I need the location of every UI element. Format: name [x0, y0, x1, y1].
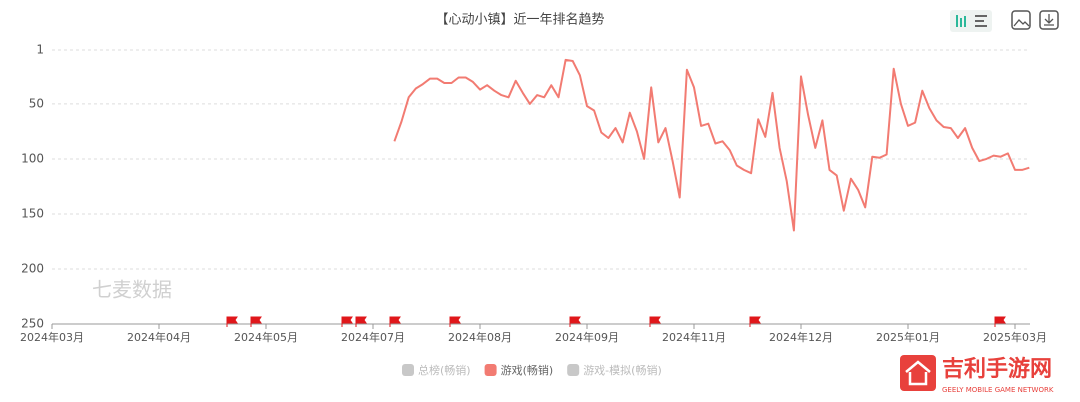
- icon: [1044, 14, 1054, 26]
- logo-text: 吉利手游网: [942, 356, 1052, 382]
- icon: [1013, 19, 1030, 27]
- logo-icon: [905, 360, 931, 386]
- event-flag: [649, 316, 661, 327]
- watermark: 七麦数据: [92, 278, 172, 302]
- toolbar[interactable]: [950, 10, 1059, 32]
- y-tick-label: 100: [21, 151, 44, 165]
- event-flag: [994, 316, 1006, 327]
- icon: [960, 18, 962, 27]
- logo: 吉利手游网 GEELY MOBILE GAME NETWORK: [900, 355, 1054, 394]
- y-tick-label: 200: [21, 261, 44, 275]
- y-tick-label: 150: [21, 206, 44, 220]
- icon: [956, 15, 958, 27]
- legend-label[interactable]: 游戏(畅销): [501, 363, 554, 377]
- icon: [975, 25, 987, 27]
- legend-label[interactable]: 总榜(畅销): [418, 363, 471, 377]
- chart-title: 【心动小镇】近一年排名趋势: [435, 12, 604, 28]
- x-tick-label: 2024年09月: [555, 330, 619, 344]
- event-flag: [355, 316, 367, 327]
- event-flag: [569, 316, 581, 327]
- download-button[interactable]: [1039, 10, 1059, 30]
- x-tick-label: 2024年03月: [20, 330, 84, 344]
- icon: [964, 16, 966, 27]
- legend-swatch[interactable]: [402, 364, 414, 376]
- icon: [975, 15, 987, 17]
- icon: [975, 20, 984, 22]
- y-tick-label: 50: [29, 96, 44, 110]
- image-button[interactable]: [1011, 10, 1031, 30]
- x-tick-label: 2024年05月: [234, 330, 298, 344]
- legend-label[interactable]: 游戏-模拟(畅销): [583, 363, 662, 377]
- event-flag: [749, 316, 761, 327]
- x-tick-label: 2024年08月: [448, 330, 512, 344]
- x-tick-label: 2025年03月: [983, 330, 1047, 344]
- x-tick-label: 2024年07月: [341, 330, 405, 344]
- x-tick-label: 2025年01月: [876, 330, 940, 344]
- y-tick-label: 250: [21, 317, 44, 331]
- event-flag: [449, 316, 461, 327]
- logo-subtext: GEELY MOBILE GAME NETWORK: [942, 386, 1054, 394]
- event-flag: [226, 316, 238, 327]
- y-tick-label: 1: [36, 43, 44, 57]
- event-flag: [341, 316, 353, 327]
- x-tick-label: 2024年11月: [662, 330, 726, 344]
- line: [393, 58, 1030, 232]
- x-tick-label: 2024年04月: [127, 330, 191, 344]
- legend-swatch[interactable]: [567, 364, 580, 376]
- legend-swatch[interactable]: [484, 364, 497, 376]
- x-tick-label: 2024年12月: [769, 330, 833, 344]
- event-flag: [250, 316, 262, 327]
- event-flag: [389, 316, 401, 327]
